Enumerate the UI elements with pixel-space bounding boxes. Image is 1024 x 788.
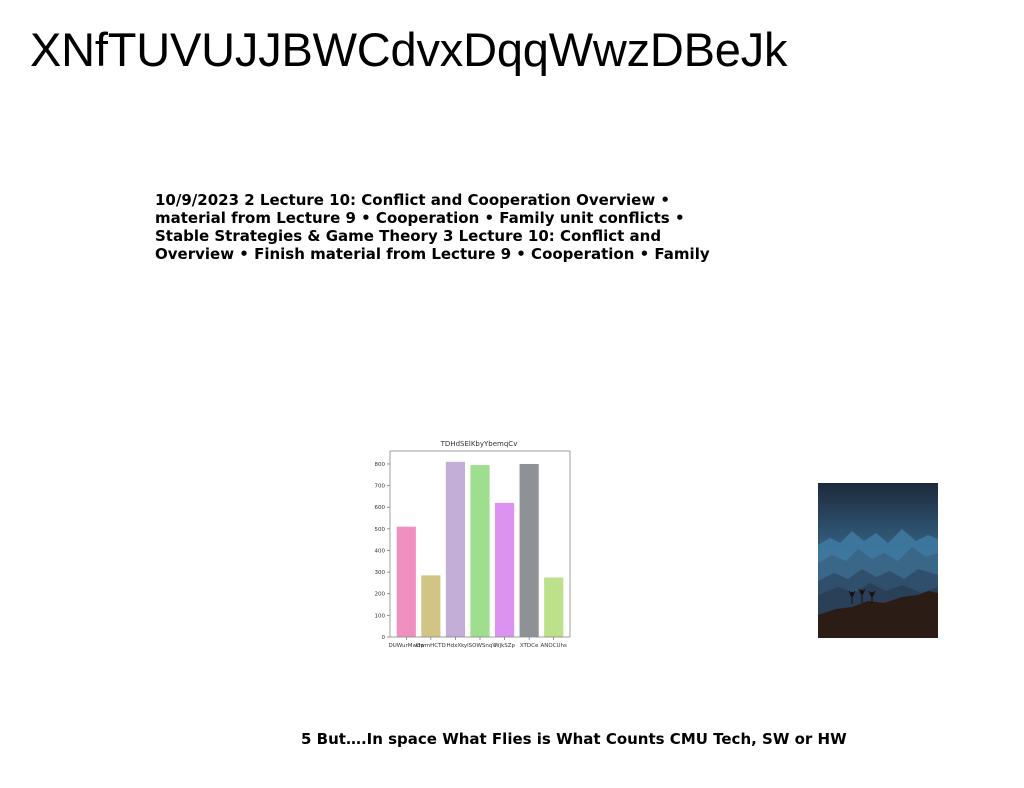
x-tick-label: ANOCUhs xyxy=(540,643,567,649)
bar-ANOCUhs xyxy=(544,577,564,637)
chart-title: TDHdSElKbyYbemqCv xyxy=(440,440,518,448)
bar-WjkSZp xyxy=(494,502,515,637)
text-line: Stable Strategies & Game Theory 3 Lectur… xyxy=(155,227,662,245)
lecture-text-block: 10/9/2023 2 Lecture 10: Conflict and Coo… xyxy=(155,191,755,263)
bar-DUWurMwdp xyxy=(396,526,416,637)
x-tick-label: DUWurMwdp xyxy=(389,643,425,649)
text-line: material from Lecture 9 • Cooperation • … xyxy=(155,209,685,227)
y-tick-label: 700 xyxy=(375,484,386,490)
bar-chart: TDHdSElKbyYbemqCv 0 100 200 300 400 500 600 700… xyxy=(360,436,575,654)
x-tick-label: DwmHCTD xyxy=(416,643,446,649)
y-tick-label: 600 xyxy=(375,505,386,511)
mountain-silhouette-icon xyxy=(818,483,938,638)
mountain-silhouette-image xyxy=(818,483,938,638)
text-line: Overview • Finish material from Lecture … xyxy=(155,245,710,263)
y-tick-label: 300 xyxy=(375,570,386,576)
chart-plot-frame xyxy=(389,450,571,638)
x-tick-label: XTDCe xyxy=(520,643,539,649)
footer-text: 5 But….In space What Flies is What Count… xyxy=(301,730,847,748)
y-tick-label: 200 xyxy=(375,592,386,598)
x-tick-label: HdxXk xyxy=(447,643,466,649)
bar-chart-svg: TDHdSElKbyYbemqCv 0 100 200 300 400 500 600 700… xyxy=(375,440,571,649)
y-tick-label: 0 xyxy=(382,635,386,641)
bar-HdxXk xyxy=(445,461,466,637)
bar-ylSOWSnqV xyxy=(470,465,490,637)
x-tick-label: ylSOWSnqV xyxy=(464,643,497,649)
x-tick-label: WjkSZp xyxy=(494,643,515,649)
bar-DwmHCTD xyxy=(421,575,441,637)
y-tick-label: 500 xyxy=(375,527,386,533)
y-tick-label: 400 xyxy=(375,548,386,554)
text-line: 10/9/2023 2 Lecture 10: Conflict and Coo… xyxy=(155,191,670,209)
page-title: XNfTUVUJJBWCdvxDqqWwzDBeJk xyxy=(30,23,788,76)
y-tick-label: 100 xyxy=(375,613,386,619)
bar-XTDCe xyxy=(519,463,539,637)
y-tick-label: 800 xyxy=(375,462,386,468)
